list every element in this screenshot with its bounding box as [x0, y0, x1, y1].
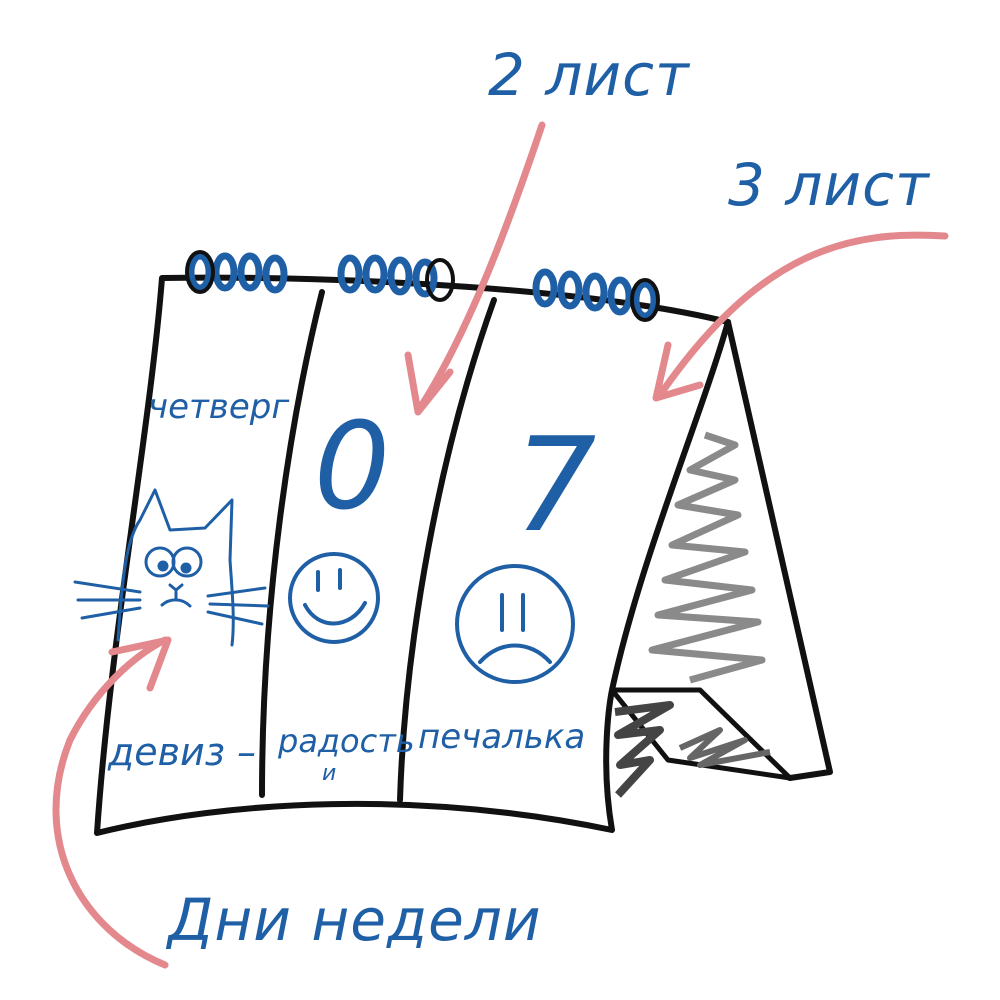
label-sheet-3: 3 лист [728, 151, 931, 219]
label-sheet-2: 2 лист [488, 41, 691, 109]
sheet-divider-1 [259, 289, 325, 798]
sheet3-bottom: печалька [418, 717, 585, 757]
arrow-sheet3 [656, 231, 949, 399]
sheet-3: 7 печалька [418, 409, 596, 757]
shading-scribble [648, 431, 766, 684]
arrow-sheet2 [416, 121, 546, 412]
shading-bottom-left [614, 701, 674, 798]
arrow-sheet2-head [404, 351, 454, 416]
sheet2-digit: 0 [314, 398, 390, 537]
sheet-1: четверг девиз – [73, 387, 290, 774]
sad-face [455, 564, 575, 684]
sheet3-digit: 7 [514, 409, 597, 561]
shading-bottom-right [678, 727, 771, 768]
label-weekdays: Дни недели [165, 886, 542, 954]
spiral-rings-dark [185, 250, 660, 322]
smile-face [288, 552, 380, 644]
motto-text: девиз – [107, 730, 256, 774]
arrow-weekdays-head [108, 636, 172, 692]
sheet2-bottom-line2: и [322, 761, 336, 786]
sheet-divider-2 [397, 297, 497, 803]
sheet2-bottom-line1: радость [277, 722, 415, 760]
cat-drawing [73, 488, 270, 647]
arrow-weekdays [52, 636, 169, 969]
arrow-sheet3-head [652, 341, 704, 402]
spiral-rings [187, 252, 658, 320]
arrows [52, 121, 949, 969]
sheet-2: 0 радость и [277, 398, 415, 786]
weekday-text: четверг [148, 387, 290, 427]
